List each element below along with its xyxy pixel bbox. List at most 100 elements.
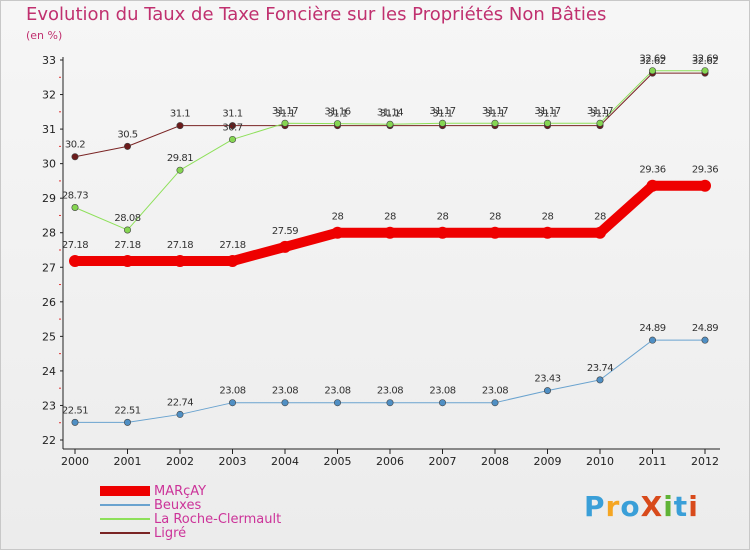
- data-label-beuxes: 22.51: [114, 405, 140, 416]
- data-point-la-roche-clermault: [281, 119, 289, 127]
- data-label-beuxes: 23.08: [429, 386, 455, 397]
- logo-letter: P: [584, 490, 606, 523]
- data-label-la-roche-clermault: 32.69: [692, 54, 718, 65]
- data-label-ligr: 30.5: [117, 129, 137, 140]
- data-label-ligr: 31.1: [170, 109, 190, 120]
- data-label-la-roche-clermault: 31.17: [429, 106, 455, 117]
- logo-letter: t: [673, 490, 689, 523]
- logo-letter: X: [640, 490, 664, 523]
- data-label-la-roche-clermault: 31.17: [272, 106, 298, 117]
- data-point-beuxes: [176, 410, 184, 418]
- data-label-mar-ay: 28: [332, 212, 344, 223]
- data-label-ligr: 31.1: [275, 109, 295, 120]
- data-point-mar-ay: [489, 226, 501, 239]
- x-tick-label: 2011: [639, 455, 667, 468]
- data-point-mar-ay: [331, 226, 344, 239]
- y-tick-label: 32: [42, 89, 56, 102]
- data-label-la-roche-clermault: 29.81: [167, 153, 193, 164]
- data-label-ligr: 31.1: [537, 109, 557, 120]
- y-tick-label: 29: [42, 192, 56, 205]
- data-label-la-roche-clermault: 28.08: [114, 213, 140, 224]
- data-point-mar-ay: [121, 255, 134, 268]
- data-label-beuxes: 23.74: [587, 363, 613, 374]
- data-point-la-roche-clermault: [701, 67, 709, 75]
- data-label-mar-ay: 28: [594, 212, 606, 223]
- data-label-mar-ay: 27.18: [167, 240, 193, 251]
- data-label-la-roche-clermault: 31.16: [324, 107, 350, 118]
- data-point-la-roche-clermault: [438, 119, 446, 127]
- data-point-la-roche-clermault: [71, 204, 79, 212]
- data-label-ligr: 32.62: [639, 56, 665, 67]
- data-label-ligr: 31.1: [327, 109, 347, 120]
- data-label-ligr: 31.1: [590, 109, 610, 120]
- data-point-la-roche-clermault: [229, 135, 237, 143]
- data-point-la-roche-clermault: [491, 119, 499, 127]
- data-point-beuxes: [648, 336, 656, 344]
- data-label-la-roche-clermault: 30.7: [222, 122, 242, 133]
- series-line-la-roche-clermault: [74, 70, 705, 231]
- data-label-beuxes: 22.74: [167, 397, 193, 408]
- data-point-beuxes: [543, 387, 551, 395]
- y-tick-label: 24: [42, 365, 56, 378]
- data-label-mar-ay: 29.36: [692, 165, 718, 176]
- data-point-mar-ay: [69, 255, 81, 268]
- data-label-ligr: 30.2: [65, 140, 85, 151]
- data-point-la-roche-clermault: [648, 67, 656, 75]
- legend-swatch-ligre: [100, 532, 150, 534]
- data-point-la-roche-clermault: [543, 119, 551, 127]
- legend-swatch-beuxes: [100, 504, 150, 506]
- x-tick-label: 2001: [114, 455, 142, 468]
- data-point-beuxes: [71, 418, 79, 426]
- logo-letter: r: [605, 490, 621, 523]
- data-point-ligr: [176, 122, 184, 130]
- data-label-ligr: 31.1: [432, 109, 452, 120]
- data-point-beuxes: [438, 399, 446, 407]
- y-tick-label: 27: [42, 261, 56, 274]
- x-tick-label: 2012: [691, 455, 719, 468]
- data-label-mar-ay: 27.18: [219, 240, 245, 251]
- data-label-ligr: 31.1: [380, 109, 400, 120]
- legend: MARçAY Beuxes La Roche-Clermault Ligré: [100, 484, 281, 541]
- legend-label-beuxes: Beuxes: [154, 497, 202, 513]
- logo-letter: i: [663, 490, 674, 523]
- y-tick-label: 22: [42, 434, 56, 447]
- data-point-ligr: [229, 122, 237, 130]
- data-point-beuxes: [229, 399, 237, 407]
- data-point-la-roche-clermault: [176, 166, 184, 174]
- data-point-la-roche-clermault: [386, 120, 394, 128]
- data-label-ligr: 32.62: [692, 56, 718, 67]
- data-label-beuxes: 23.08: [482, 386, 508, 397]
- legend-item-marcay: MARçAY: [100, 484, 281, 499]
- x-tick-label: 2010: [586, 455, 614, 468]
- data-point-la-roche-clermault: [333, 120, 341, 128]
- x-tick-label: 2004: [271, 455, 299, 468]
- x-tick-label: 2002: [166, 455, 194, 468]
- x-tick-label: 2005: [324, 455, 352, 468]
- data-point-mar-ay: [541, 226, 554, 239]
- data-label-ligr: 31.1: [222, 109, 242, 120]
- axes: 22 23 24 25 26 27 28 29 30 31 32 33 2000 2001 2002 2003…: [42, 54, 720, 468]
- data-label-beuxes: 23.08: [377, 386, 403, 397]
- data-point-mar-ay: [594, 226, 606, 239]
- data-point-beuxes: [386, 399, 394, 407]
- data-label-beuxes: 24.89: [639, 323, 665, 334]
- chart-title: Evolution du Taux de Taxe Foncière sur l…: [26, 4, 607, 25]
- y-tick-label: 28: [42, 227, 56, 240]
- legend-item-ligre: Ligré: [100, 526, 281, 541]
- data-label-mar-ay: 28: [542, 212, 554, 223]
- data-label-mar-ay: 27.59: [272, 226, 298, 237]
- data-label-beuxes: 23.43: [534, 374, 560, 385]
- y-tick-label: 23: [42, 399, 56, 412]
- y-tick-label: 30: [42, 158, 56, 171]
- data-label-mar-ay: 28: [384, 212, 396, 223]
- logo-letter: o: [620, 490, 641, 523]
- data-label-mar-ay: 27.18: [62, 240, 88, 251]
- data-label-la-roche-clermault: 31.17: [534, 106, 560, 117]
- data-label-mar-ay: 28: [437, 212, 449, 223]
- proxiti-logo: ProXiti: [584, 490, 699, 523]
- data-label-la-roche-clermault: 31.17: [587, 106, 613, 117]
- data-label-ligr: 31.1: [485, 109, 505, 120]
- y-tick-label: 25: [42, 330, 56, 343]
